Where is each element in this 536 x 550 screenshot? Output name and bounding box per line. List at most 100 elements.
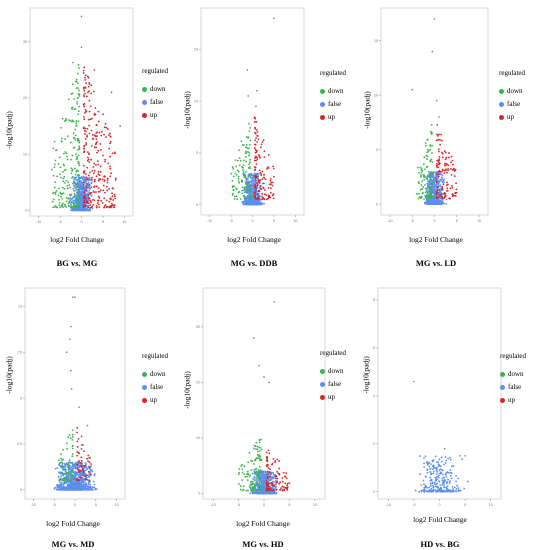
- point-down: [233, 195, 236, 198]
- point-down: [255, 448, 257, 451]
- point-up: [85, 95, 88, 98]
- point-up: [95, 175, 98, 178]
- point-up: [451, 159, 454, 162]
- point-up: [279, 488, 282, 491]
- point-down: [248, 475, 251, 478]
- point-up: [257, 198, 259, 200]
- point-down: [77, 188, 80, 191]
- point-false: [75, 461, 78, 464]
- point-down: [78, 105, 81, 108]
- point-outlier: [65, 351, 68, 354]
- point-down: [245, 188, 248, 191]
- point-outlier: [70, 325, 72, 328]
- point-down: [59, 206, 62, 209]
- point-down: [54, 159, 57, 162]
- point-up: [451, 187, 454, 189]
- point-down: [253, 485, 256, 488]
- point-false: [432, 183, 435, 186]
- point-down: [76, 100, 78, 103]
- point-false: [62, 469, 65, 471]
- point-down: [250, 459, 252, 462]
- point-false: [436, 199, 439, 202]
- point-down: [78, 202, 80, 204]
- point-false: [82, 488, 85, 491]
- point-up: [285, 477, 288, 480]
- point-down: [77, 113, 80, 116]
- legend-item-up: up: [499, 111, 525, 124]
- point-false: [431, 174, 434, 177]
- point-down: [251, 486, 254, 489]
- point-down: [245, 144, 248, 146]
- legend-label-up: up: [150, 111, 157, 119]
- point-down: [58, 201, 61, 204]
- y-tick-label: 5: [376, 148, 378, 152]
- point-down: [60, 453, 62, 456]
- point-down: [55, 149, 58, 152]
- point-false: [64, 468, 67, 471]
- point-down: [429, 172, 432, 175]
- point-up: [436, 133, 438, 136]
- point-up: [86, 134, 89, 137]
- x-tick-label: 5: [273, 219, 275, 223]
- y-tick-label: 10: [196, 436, 200, 440]
- point-down: [73, 195, 76, 198]
- point-up: [89, 118, 92, 121]
- point-up: [80, 459, 83, 462]
- point-false: [252, 478, 254, 480]
- point-false: [62, 488, 65, 491]
- point-false: [87, 474, 90, 477]
- point-up: [254, 175, 257, 178]
- point-up: [439, 195, 442, 198]
- point-down: [59, 192, 62, 195]
- point-up: [281, 485, 284, 488]
- point-up: [444, 162, 447, 165]
- point-false: [64, 465, 67, 468]
- point-down: [248, 184, 251, 187]
- point-up: [439, 170, 442, 173]
- point-down: [236, 159, 239, 162]
- point-down: [232, 188, 235, 191]
- point-false: [425, 189, 428, 191]
- point-down: [58, 478, 61, 481]
- point-up: [84, 108, 87, 111]
- point-down: [259, 478, 262, 481]
- point-false: [255, 173, 258, 175]
- point-down: [247, 461, 250, 464]
- point-down: [70, 198, 73, 201]
- point-down: [53, 206, 56, 208]
- point-up: [83, 201, 86, 204]
- point-up: [103, 197, 106, 200]
- point-false: [74, 475, 77, 478]
- legend-item-up: up: [142, 109, 168, 122]
- point-down: [62, 170, 65, 173]
- point-outlier: [80, 15, 83, 18]
- point-up: [271, 482, 274, 485]
- x-tick-label: 5: [288, 503, 290, 507]
- point-up: [81, 444, 84, 446]
- point-down: [71, 205, 74, 208]
- point-down: [66, 155, 68, 158]
- point-down: [250, 480, 253, 483]
- point-down: [72, 204, 75, 207]
- point-down: [232, 175, 235, 178]
- point-up: [95, 123, 98, 126]
- point-false: [264, 476, 267, 478]
- point-up: [270, 484, 273, 486]
- point-false: [58, 471, 60, 474]
- point-false: [275, 483, 277, 486]
- point-up: [258, 169, 261, 172]
- point-down: [71, 92, 74, 95]
- point-down: [257, 468, 260, 471]
- point-up: [90, 463, 92, 465]
- point-up: [446, 187, 449, 190]
- point-down: [74, 134, 77, 137]
- point-up: [438, 163, 441, 166]
- point-up: [455, 188, 458, 191]
- point-false: [436, 203, 438, 206]
- volcano-panel-mg-vs-hd: -10 -5 0 5 10 0 10 20 30 -log10(padj) log2 Fold …: [178, 275, 358, 550]
- point-false: [58, 462, 61, 465]
- point-up: [441, 188, 443, 190]
- legend-dot-up: [142, 113, 147, 118]
- point-down: [71, 177, 73, 179]
- point-false: [78, 178, 81, 181]
